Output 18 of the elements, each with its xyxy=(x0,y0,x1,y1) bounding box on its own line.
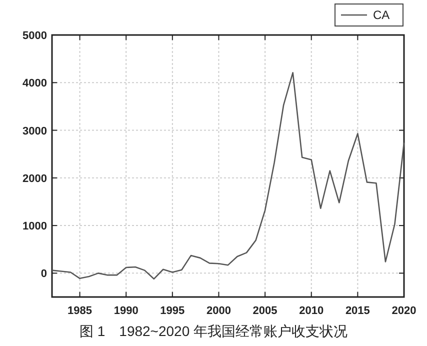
x-tick-label: 2020 xyxy=(392,305,416,317)
x-tick-label: 1990 xyxy=(114,305,138,317)
line-series xyxy=(51,72,405,280)
x-tick-label: 2010 xyxy=(299,305,324,317)
y-tick-label: 3000 xyxy=(22,125,47,138)
y-tick-label: 4000 xyxy=(22,78,47,90)
legend-label: CA xyxy=(373,8,390,22)
legend: CA xyxy=(334,4,404,26)
y-tick-label: 0 xyxy=(40,268,47,280)
y-tick-label: 1000 xyxy=(22,220,47,233)
x-tick-label: 1995 xyxy=(160,305,185,317)
x-tick-label: 2015 xyxy=(345,305,370,317)
y-tick-label: 2000 xyxy=(22,172,47,185)
y-tick-label: 5000 xyxy=(22,30,47,42)
x-tick-label: 2000 xyxy=(206,305,231,317)
x-tick-label: 2005 xyxy=(252,305,278,317)
x-tick-label: 1985 xyxy=(68,305,92,317)
text: 图 1 1982~2020 年我国经常账户收支状况 xyxy=(79,323,348,339)
